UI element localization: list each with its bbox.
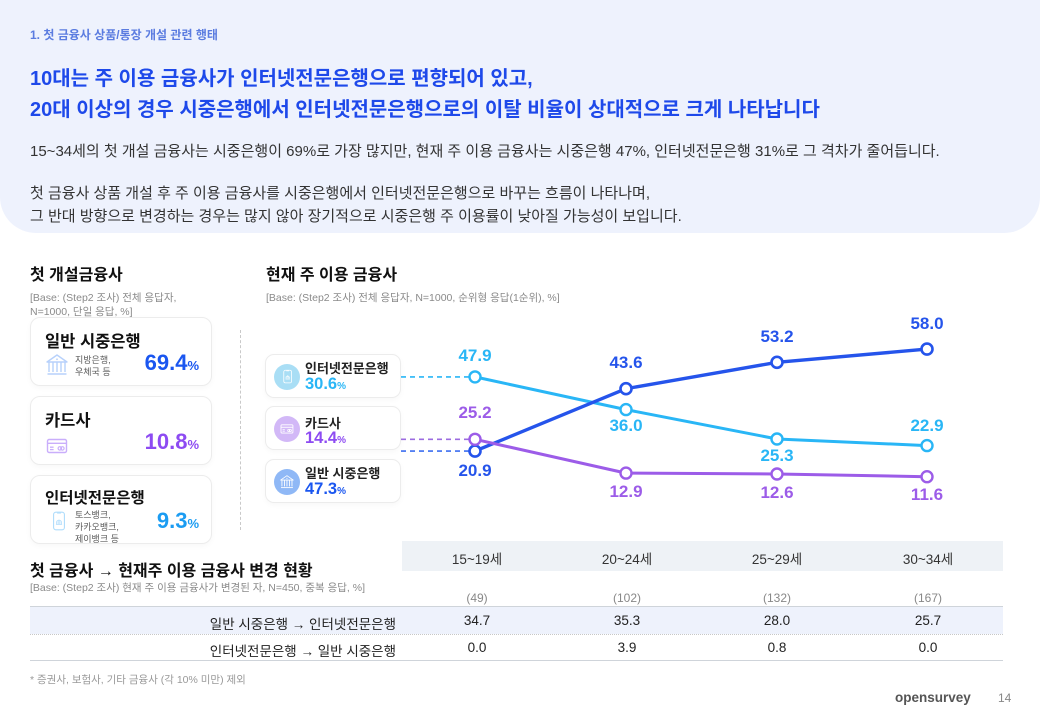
svg-text:47.9: 47.9	[458, 346, 491, 365]
svg-text:43.6: 43.6	[609, 353, 642, 372]
svg-text:25.3: 25.3	[760, 446, 793, 465]
svg-text:12.9: 12.9	[609, 482, 642, 501]
svg-text:20.9: 20.9	[458, 461, 491, 480]
svg-text:11.6: 11.6	[911, 485, 943, 504]
svg-text:53.2: 53.2	[760, 327, 793, 346]
svg-text:25.2: 25.2	[458, 403, 491, 422]
svg-text:36.0: 36.0	[609, 416, 642, 435]
svg-text:12.6: 12.6	[760, 483, 793, 502]
svg-text:22.9: 22.9	[910, 416, 943, 435]
svg-text:58.0: 58.0	[910, 314, 943, 333]
